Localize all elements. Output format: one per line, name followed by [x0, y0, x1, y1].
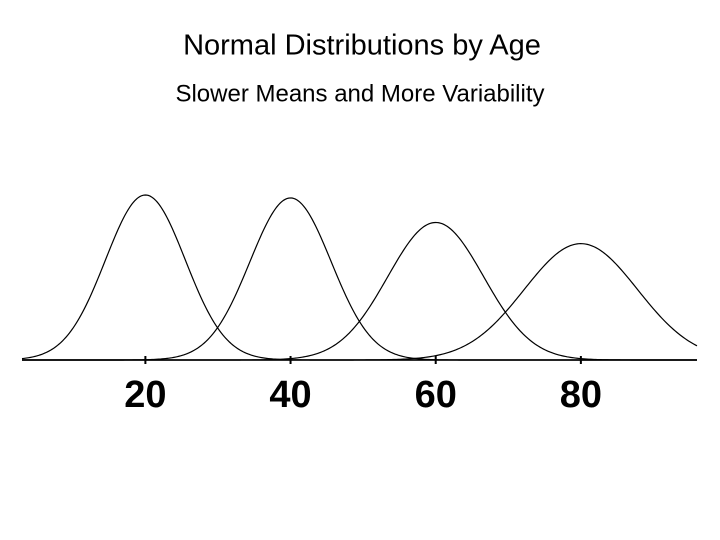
- x-tick-label: 80: [560, 374, 602, 416]
- x-tick-label: 60: [415, 374, 457, 416]
- density-curve: [21, 194, 697, 361]
- chart-subtitle: Slower Means and More Variability: [175, 80, 544, 107]
- density-curve: [22, 243, 698, 361]
- chart-title: Normal Distributions by Age: [183, 30, 541, 62]
- x-tick-label: 20: [124, 374, 166, 416]
- density-curve: [22, 197, 697, 361]
- x-tick-label: 40: [269, 374, 311, 416]
- density-curve: [22, 221, 697, 361]
